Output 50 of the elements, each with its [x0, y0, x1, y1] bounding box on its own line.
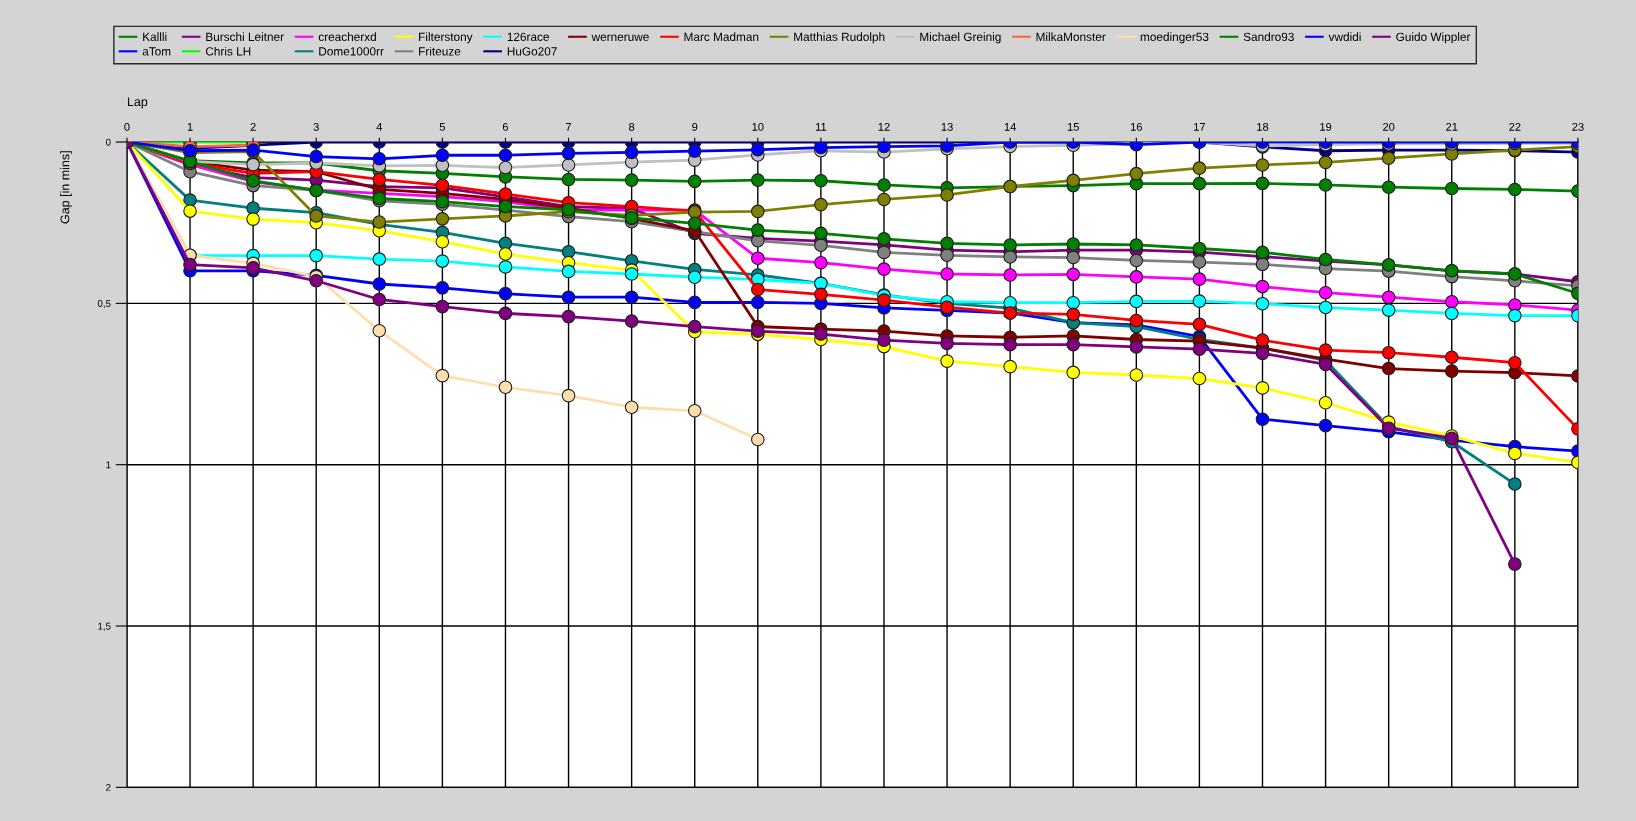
legend-label: moedinger53 [1140, 32, 1209, 44]
x-tick-label: 21 [1446, 122, 1458, 131]
legend-label: Michael Greinig [920, 32, 1001, 44]
legend-label: Marc Madman [684, 32, 759, 41]
y-tick-label: 0,5 [97, 300, 111, 309]
x-tick-label: 0 [124, 122, 130, 131]
x-axis-title: Lap [127, 97, 148, 109]
x-tick-label: 17 [1194, 123, 1206, 131]
legend-label: Friteuze [419, 46, 461, 56]
x-tick-label: 1 [187, 123, 193, 131]
x-tick-label: 5 [439, 123, 446, 131]
x-tick-label: 11 [815, 123, 827, 131]
x-tick-label: 13 [941, 122, 953, 131]
x-tick-label: 10 [752, 122, 764, 131]
x-tick-label: 8 [629, 122, 635, 131]
x-tick-label: 16 [1130, 122, 1143, 131]
y-tick-label: 2 [106, 784, 111, 791]
x-tick-label: 7 [566, 123, 572, 131]
legend-label: aTom [142, 47, 171, 56]
x-tick-label: 12 [878, 122, 890, 131]
y-tick-label: 0 [105, 138, 111, 146]
legend-label: Chris LH [205, 46, 251, 56]
legend-label: Burschi Leitner [206, 32, 284, 41]
legend-label: 126race [507, 32, 549, 41]
legend-label: werneruwe [591, 34, 649, 41]
legend-label: vwdidi [1328, 32, 1361, 41]
y-tick-label: 1 [106, 461, 111, 469]
x-tick-label: 9 [692, 122, 698, 131]
legend-label: HuGo207 [507, 47, 557, 56]
legend-label: MilkaMonster [1036, 32, 1106, 41]
x-tick-label: 14 [1004, 123, 1017, 131]
y-tick-label: 1,5 [98, 622, 111, 631]
y-axis-title: Gap [in mins] [60, 151, 72, 224]
legend-label: Matthias Rudolph [794, 32, 885, 44]
x-tick-label: 19 [1320, 122, 1332, 131]
legend-label: Filterstony [419, 32, 473, 44]
x-tick-label: 6 [502, 122, 509, 131]
legend-label: Guido Wippler [1396, 32, 1471, 44]
x-tick-label: 20 [1383, 122, 1395, 131]
legend-label: Dome1000rr [319, 47, 384, 56]
x-tick-label: 18 [1257, 122, 1269, 131]
x-tick-label: 15 [1067, 123, 1079, 131]
x-tick-label: 22 [1509, 122, 1521, 131]
legend-label: Sandro93 [1243, 32, 1294, 41]
legend-label: Kallli [143, 32, 167, 41]
legend-label: creacherxd [318, 32, 376, 41]
x-tick-label: 2 [250, 122, 256, 131]
x-tick-label: 3 [313, 122, 319, 131]
x-tick-label: 23 [1572, 122, 1584, 131]
x-tick-label: 4 [376, 123, 383, 131]
